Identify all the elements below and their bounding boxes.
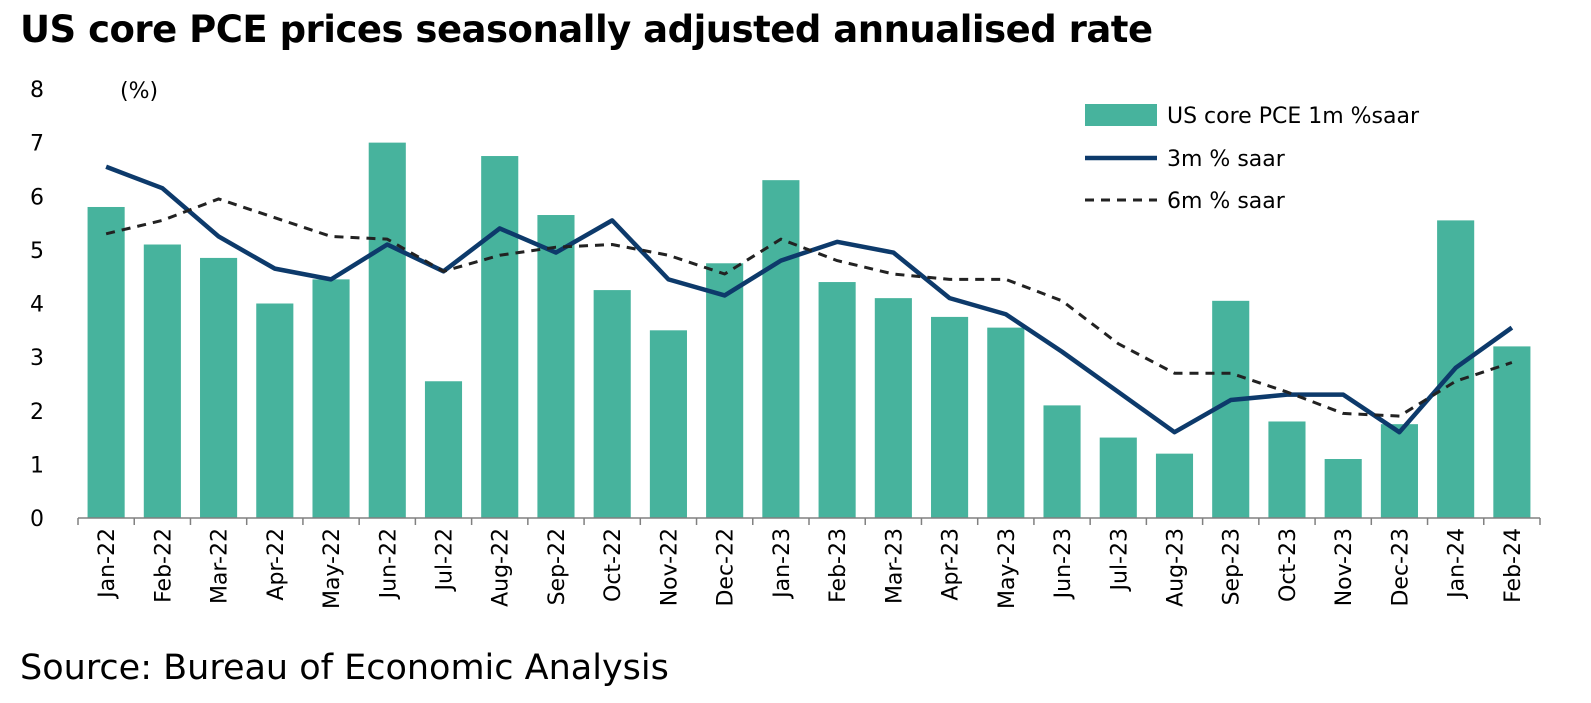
- legend-label: 6m % saar: [1167, 189, 1286, 214]
- x-tick-label-May-23: May-23: [995, 528, 1020, 609]
- x-tick-label-Dec-22: Dec-22: [714, 528, 739, 607]
- x-tick-label-Jul-22: Jul-22: [433, 528, 458, 592]
- x-tick-label-Sep-22: Sep-22: [545, 528, 570, 605]
- source-note: Source: Bureau of Economic Analysis: [20, 648, 669, 688]
- bar-Nov-22: [649, 330, 687, 518]
- bar-May-22: [312, 279, 350, 518]
- y-tick-label-1: 1: [30, 453, 44, 478]
- x-tick-label-Jan-24: Jan-24: [1445, 528, 1470, 600]
- x-tick-label-Mar-22: Mar-22: [208, 528, 233, 604]
- y-tick-label-6: 6: [30, 185, 44, 210]
- bar-Jun-22: [368, 142, 406, 519]
- x-tick-label-Jan-23: Jan-23: [770, 528, 795, 600]
- bar-Jun-23: [1043, 405, 1081, 518]
- bar-Jul-23: [1099, 437, 1137, 518]
- y-tick-label-4: 4: [30, 293, 44, 318]
- x-tick-label-Jul-23: Jul-23: [1107, 528, 1132, 592]
- x-tick-label-Sep-23: Sep-23: [1220, 528, 1245, 605]
- chart-title: US core PCE prices seasonally adjusted a…: [20, 8, 1153, 51]
- x-tick-label-Feb-23: Feb-23: [826, 528, 851, 603]
- x-tick-label-Oct-22: Oct-22: [601, 528, 626, 602]
- x-tick-label-Feb-24: Feb-24: [1501, 528, 1526, 603]
- bar-Feb-24: [1493, 346, 1531, 518]
- y-tick-label-0: 0: [30, 507, 44, 532]
- y-tick-label-5: 5: [30, 239, 44, 264]
- legend-label: 3m % saar: [1167, 147, 1286, 172]
- y-tick-label-8: 8: [30, 78, 44, 103]
- x-tick-label-Feb-22: Feb-22: [151, 528, 176, 603]
- y-tick-label-2: 2: [30, 400, 44, 425]
- bar-Aug-22: [481, 156, 519, 518]
- bar-Mar-22: [200, 257, 238, 518]
- bar-Aug-23: [1155, 453, 1194, 518]
- legend-swatch-bar: [1085, 104, 1157, 126]
- x-tick-label-May-22: May-22: [320, 528, 345, 609]
- y-axis-unit-label: (%): [120, 79, 158, 104]
- bar-Dec-22: [706, 263, 744, 518]
- axis-layer: 0 1 2 3 4 5 6 7 8 Jan-22 Feb-22 Mar-22 Apr-22 May-22 J…: [30, 78, 1541, 609]
- y-tick-label-3: 3: [30, 346, 44, 371]
- x-tick-label-Jan-22: Jan-22: [95, 528, 120, 600]
- x-tick-label-Nov-22: Nov-22: [657, 528, 682, 606]
- lines-layer: [105, 164, 1514, 435]
- bar-Feb-22: [143, 244, 181, 518]
- bar-Nov-23: [1324, 459, 1362, 518]
- x-tick-label-Mar-23: Mar-23: [882, 528, 907, 604]
- y-tick-label-7: 7: [30, 132, 44, 157]
- x-tick-label-Aug-22: Aug-22: [489, 528, 514, 607]
- bar-Jan-22: [87, 206, 125, 519]
- x-tick-label-Aug-23: Aug-23: [1164, 528, 1189, 607]
- bars-layer: [87, 142, 1531, 519]
- legend: US core PCE 1m %saar 3m % saar 6m % saar: [1085, 104, 1420, 214]
- bar-Apr-22: [256, 303, 294, 518]
- bar-Oct-22: [593, 290, 631, 518]
- bar-Dec-23: [1380, 424, 1418, 518]
- bar-May-23: [987, 327, 1025, 518]
- x-tick-label-Nov-23: Nov-23: [1332, 528, 1357, 606]
- x-tick-label-Jun-22: Jun-22: [376, 528, 401, 600]
- bar-Jan-23: [762, 180, 800, 518]
- x-tick-label-Jun-23: Jun-23: [1051, 528, 1076, 600]
- bar-Jul-22: [424, 381, 463, 518]
- bar-Sep-22: [537, 215, 575, 518]
- legend-label: US core PCE 1m %saar: [1167, 104, 1420, 129]
- x-tick-label-Apr-23: Apr-23: [939, 528, 964, 601]
- x-tick-label-Oct-23: Oct-23: [1276, 528, 1301, 602]
- x-tick-label-Apr-22: Apr-22: [264, 528, 289, 601]
- bar-Oct-23: [1268, 421, 1306, 518]
- series-line-6m: [105, 197, 1513, 418]
- bar-Apr-23: [931, 316, 969, 518]
- bar-Mar-23: [874, 298, 912, 518]
- x-tick-label-Dec-23: Dec-23: [1388, 528, 1413, 607]
- bar-Feb-23: [818, 282, 856, 518]
